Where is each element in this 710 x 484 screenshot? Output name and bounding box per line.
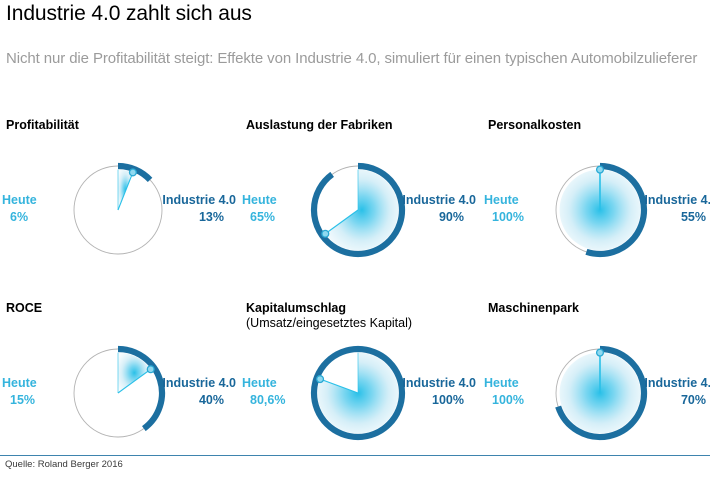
- gauge-heute-label: Heute: [484, 193, 519, 207]
- gauge-dial: [292, 327, 424, 464]
- gauge-heute-value: 6%: [10, 210, 29, 224]
- gauge-heute-block: Heute 80,6%: [242, 375, 292, 409]
- gauge-svg: [310, 162, 406, 258]
- gauge-caption-main: Personalkosten: [488, 118, 582, 132]
- gauge-heute-label: Heute: [2, 376, 37, 390]
- gauge-dial: [52, 144, 184, 281]
- gauge-caption: Auslastung der Fabriken: [246, 118, 476, 133]
- gauge-card-kapitalumschlag: Kapitalumschlag (Umsatz/eingesetztes Kap…: [240, 301, 476, 481]
- gauge-industrie-value: 100%: [432, 393, 464, 407]
- gauge-heute-value: 15%: [10, 393, 36, 407]
- gauge-heute-label: Heute: [484, 376, 519, 390]
- gauge-industrie-block: Industrie 4.0 55%: [632, 192, 710, 226]
- gauge-heute-marker-dot: [321, 229, 330, 238]
- gauge-heute-block: Heute 6%: [2, 192, 52, 226]
- gauge-industrie-arc: [310, 162, 406, 258]
- gauge-heute-label: Heute: [2, 193, 37, 207]
- gauge-dial: [52, 327, 184, 464]
- page-title: Industrie 4.0 zahlt sich aus: [6, 2, 252, 25]
- gauge-industrie-block: Industrie 4.0 100%: [390, 375, 476, 409]
- gauge-heute-value: 65%: [250, 210, 276, 224]
- gauge-card-auslastung: Auslastung der Fabriken Heute 65% Indust…: [240, 118, 476, 298]
- gauge-svg: [73, 162, 163, 255]
- gauge-industrie-value: 13%: [198, 210, 224, 224]
- gauge-caption: ROCE: [6, 301, 236, 316]
- gauge-industrie-arc: [310, 345, 406, 441]
- gauge-caption-main: Profitabilität: [6, 118, 79, 132]
- gauge-industrie-label: Industrie 4.0: [162, 376, 236, 390]
- gauge-caption: Personalkosten: [488, 118, 710, 133]
- gauge-heute-value: 100%: [492, 393, 524, 407]
- gauge-industrie-arc: [585, 162, 648, 258]
- gauge-industrie-block: Industrie 4.0 13%: [150, 192, 236, 226]
- gauge-caption: Maschinenpark: [488, 301, 710, 316]
- gauge-caption-main: Auslastung der Fabriken: [246, 118, 393, 132]
- gauge-industrie-block: Industrie 4.0 70%: [632, 375, 710, 409]
- gauge-svg: [555, 345, 648, 441]
- gauge-visual: Heute 6% Industrie 4.0 13%: [0, 144, 236, 294]
- gauge-heute-value: 100%: [492, 210, 524, 224]
- gauge-industrie-label: Industrie 4.0: [402, 193, 476, 207]
- gauge-caption-main: Maschinenpark: [488, 301, 580, 315]
- gauge-industrie-value: 90%: [438, 210, 464, 224]
- gauge-card-profitabilitaet: Profitabilität Heute 6% Industrie 4.0: [0, 118, 236, 298]
- gauge-industrie-label: Industrie 4.0: [402, 376, 476, 390]
- gauge-card-maschinenpark: Maschinenpark Heute 100% Industrie 4.0 7…: [482, 301, 710, 481]
- gauge-heute-block: Heute 100%: [484, 192, 534, 226]
- gauge-heute-wedge: [325, 169, 399, 251]
- gauge-heute-block: Heute 65%: [242, 192, 292, 226]
- gauge-card-roce: ROCE Heute 15% Industrie 4.0 40: [0, 301, 236, 481]
- gauge-svg: [555, 162, 648, 258]
- gauge-heute-marker-dot: [128, 168, 137, 177]
- gauge-dial: [292, 144, 424, 281]
- gauge-heute-value: 80,6%: [250, 393, 286, 407]
- gauge-svg: [73, 345, 166, 438]
- gauge-caption: Profitabilität: [6, 118, 236, 133]
- gauge-dial: [534, 144, 666, 281]
- gauge-heute-marker-dot: [595, 165, 605, 174]
- page-subtitle: Nicht nur die Profitabilität steigt: Eff…: [6, 50, 698, 67]
- gauge-heute-marker-dot: [146, 365, 155, 374]
- gauge-caption-main: Kapitalumschlag: [246, 301, 347, 315]
- gauge-caption: Kapitalumschlag (Umsatz/eingesetztes Kap…: [246, 301, 476, 331]
- gauge-industrie-arc: [555, 345, 648, 441]
- gauge-heute-block: Heute 100%: [484, 375, 534, 409]
- footer-divider: [0, 455, 710, 456]
- gauge-industrie-value: 40%: [198, 393, 224, 407]
- gauge-heute-block: Heute 15%: [2, 375, 52, 409]
- gauge-svg: [310, 345, 406, 441]
- gauge-visual: Heute 15% Industrie 4.0 40%: [0, 327, 236, 477]
- gauge-heute-wedge: [118, 352, 151, 393]
- gauge-industrie-label: Industrie 4.0: [644, 193, 710, 207]
- gauge-industrie-block: Industrie 4.0 90%: [390, 192, 476, 226]
- gauge-dial: [534, 327, 666, 464]
- gauge-visual: Heute 100% Industrie 4.0 55%: [482, 144, 710, 294]
- gauge-heute-label: Heute: [242, 193, 277, 207]
- gauge-industrie-value: 70%: [680, 393, 706, 407]
- gauge-heute-marker-dot: [316, 375, 325, 384]
- gauge-caption-main: ROCE: [6, 301, 43, 315]
- gauge-industrie-block: Industrie 4.0 40%: [150, 375, 236, 409]
- gauge-visual: Heute 100% Industrie 4.0 70%: [482, 327, 710, 477]
- gauge-industrie-arc: [117, 345, 166, 432]
- source-note: Quelle: Roland Berger 2016: [5, 459, 123, 470]
- gauge-industrie-label: Industrie 4.0: [162, 193, 236, 207]
- gauge-caption-sub: (Umsatz/eingesetztes Kapital): [246, 316, 413, 330]
- gauge-visual: Heute 80,6% Industrie 4.0 100%: [240, 327, 476, 477]
- gauge-visual: Heute 65% Industrie 4.0 90%: [240, 144, 476, 294]
- gauge-industrie-label: Industrie 4.0: [644, 376, 710, 390]
- gauge-heute-label: Heute: [242, 376, 277, 390]
- gauge-industrie-value: 55%: [680, 210, 706, 224]
- gauge-heute-marker-dot: [595, 348, 605, 357]
- gauge-card-personalkosten: Personalkosten Heute 100% Industrie 4.0 …: [482, 118, 710, 298]
